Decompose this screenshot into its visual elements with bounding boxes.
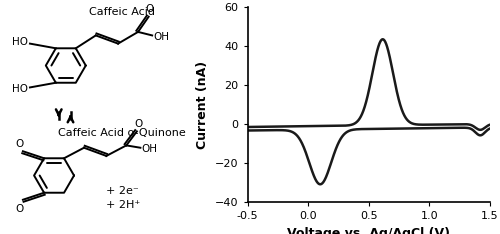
Text: Caffeic Acid: Caffeic Acid [89,7,155,17]
Text: O: O [134,119,142,129]
Text: O: O [16,205,24,214]
Text: Caffeic Acid o-Quinone: Caffeic Acid o-Quinone [58,128,186,138]
Text: OH: OH [154,32,170,42]
Text: OH: OH [142,144,158,154]
Text: + 2H⁺: + 2H⁺ [106,200,140,210]
Text: O: O [146,4,154,14]
X-axis label: Voltage vs. Ag/AgCl (V): Voltage vs. Ag/AgCl (V) [287,227,450,234]
Text: + 2e⁻: + 2e⁻ [106,186,138,196]
Y-axis label: Current (nA): Current (nA) [196,61,209,149]
Text: HO: HO [12,37,28,48]
Text: HO: HO [12,84,28,94]
Text: O: O [16,139,24,149]
